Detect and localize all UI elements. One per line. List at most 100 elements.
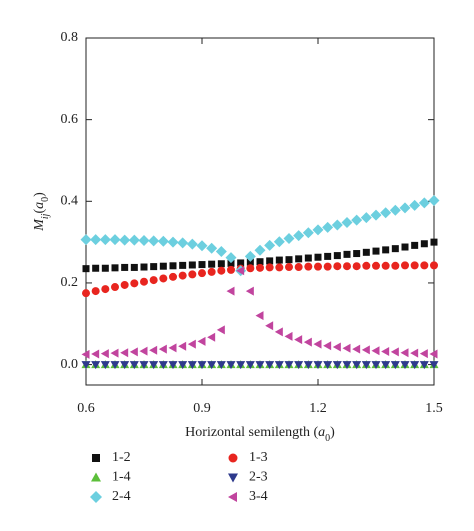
point [273,236,285,248]
point [179,261,187,269]
point [428,194,440,206]
point [372,247,380,255]
point [420,261,429,270]
x-axis-label-part: 0 [325,433,330,444]
point [322,221,334,233]
point [411,241,419,249]
point [129,361,139,370]
point [216,361,226,370]
point [129,347,138,357]
point [401,243,409,251]
point [207,361,217,370]
point [295,255,303,263]
point [139,346,148,356]
point [265,361,275,370]
point [246,258,254,266]
point [293,230,305,242]
point [429,349,438,359]
point [314,262,322,271]
y-tick-label: 0.0 [61,357,79,372]
point [169,272,177,281]
point [245,361,255,370]
point [110,348,119,358]
point [178,341,187,351]
legend-marker [228,453,238,463]
y-axis-label-part: a [32,202,47,209]
point [168,361,178,370]
legend-marker [91,472,101,482]
legend-marker [92,454,100,462]
point [90,234,102,246]
y-tick-label: 0.2 [61,275,79,290]
point [285,256,293,264]
point [110,361,120,370]
x-axis-label: Horizontal semilength (a0) [185,425,335,444]
point [256,258,264,266]
point [120,348,129,358]
point [207,332,216,342]
point [266,257,274,265]
y-axis-label: Mij(a0) [32,192,51,232]
point [178,361,188,370]
legend-label: 1-3 [249,450,268,465]
point [362,261,371,270]
point [323,262,332,271]
legend-label: 2-3 [249,470,268,485]
point [371,346,380,356]
point [101,285,110,294]
point [283,232,295,244]
point [303,361,313,370]
y-axis-label-part: M [32,218,47,232]
point [111,264,119,272]
point [120,280,129,289]
point [81,361,91,370]
point [294,263,303,272]
point [226,361,236,370]
point [381,347,390,357]
point [245,286,254,296]
x-axis-label-part: a [318,425,325,440]
point [150,263,158,271]
point [80,234,92,246]
point [323,341,332,351]
point [82,289,90,298]
point [390,347,399,357]
point [198,269,206,278]
point [217,260,225,268]
point [167,236,179,248]
point [91,361,101,370]
point [225,252,237,264]
x-tick-label: 0.9 [193,401,211,416]
point [255,361,265,370]
point [303,337,312,347]
point [206,242,218,254]
point [361,361,371,370]
point [342,361,352,370]
point [256,263,264,272]
x-tick-label: 1.2 [309,401,327,416]
point [178,271,187,280]
point [312,224,324,236]
legend-label: 1-2 [112,450,131,465]
point [324,252,332,260]
point [429,361,439,370]
point [430,261,438,270]
point [208,260,216,268]
point [418,197,430,209]
point [139,361,149,370]
point [370,209,382,221]
point [100,349,109,359]
y-axis-label-part: ij [40,213,51,219]
point [352,361,362,370]
point [159,274,168,283]
point [332,342,341,352]
legend-label: 3-4 [249,489,268,504]
point [109,234,121,246]
point [236,266,245,276]
point [216,325,225,335]
point [352,262,361,271]
point [400,348,409,358]
point [100,361,110,370]
point [284,331,293,341]
point [361,345,370,355]
